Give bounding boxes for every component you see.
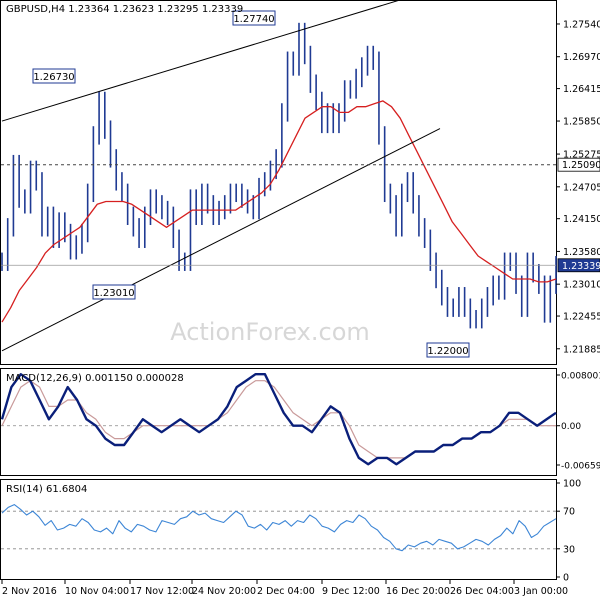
- rsi-axis-label: 100: [563, 479, 581, 490]
- price-axis-label: 1.23010: [563, 280, 600, 291]
- current-price-box: [557, 258, 600, 273]
- watermark-text: ActionForex.com: [170, 318, 370, 346]
- macd-main-line: [0, 373, 557, 466]
- price-axis-label: 1.22455: [563, 312, 600, 323]
- price-axis-label: 1.26415: [563, 84, 600, 95]
- rsi-line: [1, 504, 557, 552]
- price-axis-label: 1.24705: [563, 182, 600, 193]
- price-axis-label: 1.27540: [563, 19, 600, 30]
- macd-plot: [0, 373, 557, 466]
- current-price-box-label: 1.23339: [562, 261, 600, 272]
- rsi-axis-label: 70: [563, 507, 575, 518]
- price-annotation-box: [32, 68, 76, 84]
- time-axis-label: 24 Nov 20:00: [192, 586, 256, 597]
- price-axis-label: 1.25275: [563, 150, 600, 161]
- price-axis-label: 1.23580: [563, 247, 600, 258]
- macd-panel-frame: [0, 368, 557, 476]
- time-axis-label: 3 Jan 00:00: [514, 586, 568, 597]
- channel-lower-line: [1, 128, 441, 352]
- price-annotation-label: 1.26730: [33, 72, 74, 83]
- time-axis-label: 10 Nov 04:00: [65, 586, 129, 597]
- macd-signal-line: [1, 380, 556, 459]
- time-axis-label: 9 Dec 12:00: [322, 586, 380, 597]
- time-axis-label: 26 Dec 04:00: [450, 586, 514, 597]
- price-annotation-box: [92, 284, 136, 300]
- axis-labels: 1.27540 1.26970 1.26415 1.25850 1.25275 1.247…: [1, 19, 600, 597]
- time-axis-label: 2 Nov 2016: [2, 586, 57, 597]
- rsi-plot: [1, 504, 557, 552]
- rsi-panel-frame: [0, 479, 557, 580]
- price-annotation-box: [232, 10, 276, 26]
- rsi-title: RSI(14) 61.6804: [6, 484, 87, 495]
- price-axis-label: 1.26970: [563, 52, 600, 63]
- macd-title: MACD(12,26,9) 0.001150 0.000028: [6, 373, 184, 384]
- time-axis-label: 2 Dec 04:00: [257, 586, 315, 597]
- level-price-box: [557, 157, 600, 172]
- price-axis-label: 1.25850: [563, 117, 600, 128]
- macd-axis-label: 0.008001: [561, 372, 600, 382]
- price-panel-frame: [0, 0, 557, 365]
- price-annotation-label: 1.27740: [233, 14, 274, 25]
- rsi-axis-label: 30: [563, 544, 575, 555]
- level-price-box-label: 1.25090: [562, 160, 600, 171]
- channel-upper-line: [1, 0, 402, 122]
- price-axis-label: 1.24150: [563, 214, 600, 225]
- price-annotation-box: [426, 342, 470, 358]
- time-axis-label: 17 Nov 12:00: [130, 586, 194, 597]
- price-annotation-label: 1.23010: [93, 288, 134, 299]
- moving-average-line: [1, 100, 557, 323]
- price-axis-label: 1.21885: [563, 344, 600, 355]
- price-annotation-label: 1.22000: [427, 346, 468, 357]
- time-axis-label: 16 Dec 20:00: [386, 586, 450, 597]
- price-title: GBPUSD,H4 1.23364 1.23623 1.23295 1.2333…: [6, 4, 243, 15]
- macd-axis-label: -0.006594: [561, 462, 600, 472]
- rsi-axis-label: 0: [563, 573, 569, 584]
- macd-axis-label: 0.00: [561, 422, 581, 432]
- price-plot: 1.26730 1.27740 1.23010 1.22000: [1, 0, 557, 358]
